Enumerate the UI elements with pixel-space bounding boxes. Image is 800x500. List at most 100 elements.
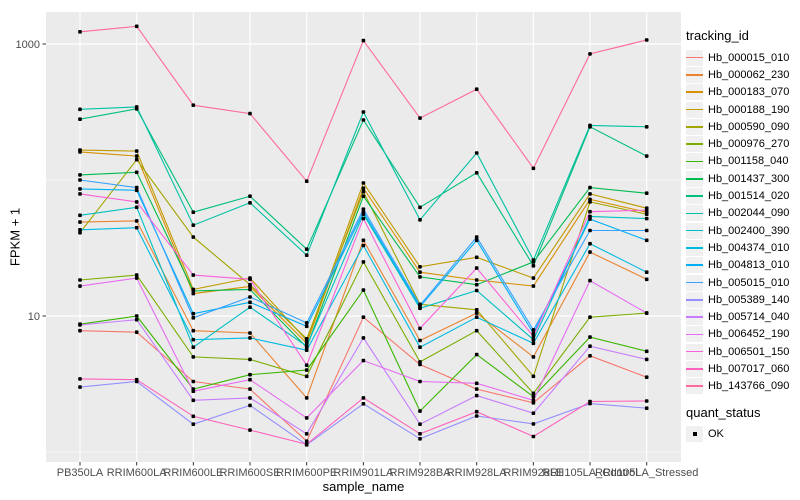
- data-point: [588, 209, 592, 214]
- legend-key: [686, 188, 703, 205]
- legend-key: [686, 49, 703, 66]
- data-point: [248, 277, 252, 282]
- data-point: [474, 282, 479, 287]
- data-point: [418, 422, 422, 426]
- data-point: [191, 103, 196, 107]
- data-point: [531, 391, 536, 396]
- legend-item-label: Hb_007017_060: [708, 362, 790, 375]
- data-point: [304, 368, 309, 372]
- data-point: [191, 398, 196, 403]
- data-point: [531, 411, 536, 415]
- legend-swatch-line: [686, 350, 703, 353]
- data-point: [134, 225, 139, 230]
- data-point: [531, 337, 536, 342]
- data-point: [644, 228, 649, 233]
- data-point: [531, 328, 536, 332]
- data-point: [474, 288, 479, 293]
- legend-swatch-line: [686, 229, 703, 232]
- legend-key: [686, 84, 703, 101]
- data-point: [304, 442, 309, 447]
- data-point: [531, 394, 536, 399]
- data-point: [78, 192, 82, 196]
- data-point: [361, 238, 366, 243]
- x-tick-label: RRIM901LA: [333, 467, 394, 479]
- data-point: [248, 282, 252, 287]
- data-point: [644, 38, 649, 42]
- data-point: [248, 287, 252, 292]
- legend-item-label: Hb_006501_150: [708, 345, 790, 358]
- legend-key: [686, 101, 703, 118]
- data-point: [304, 324, 309, 329]
- data-point: [134, 149, 139, 153]
- data-point: [361, 118, 366, 122]
- data-point: [588, 241, 592, 246]
- legend-item-Hb_004374_010: Hb_004374_010: [686, 239, 800, 256]
- data-point: [531, 258, 536, 262]
- legend-item-label: Hb_005015_010: [708, 276, 790, 289]
- legend-item-Hb_000062_230: Hb_000062_230: [686, 66, 800, 83]
- x-tick-label: PB350LA: [57, 467, 104, 479]
- legend-key: [686, 205, 703, 222]
- data-point: [248, 336, 252, 340]
- data-point: [531, 331, 536, 336]
- legend-key: [686, 326, 703, 343]
- data-point: [191, 422, 196, 426]
- data-point: [134, 170, 139, 175]
- data-point: [361, 110, 366, 114]
- legend-swatch-line: [686, 108, 703, 111]
- x-tick-label: RRII105LA_Stressed: [595, 467, 698, 479]
- data-point: [531, 355, 536, 359]
- legend-title-tracking-id: tracking_id: [686, 28, 749, 43]
- data-point: [134, 377, 139, 382]
- legend-item-label: Hb_000062_230: [708, 68, 790, 81]
- data-point: [248, 111, 252, 116]
- data-point: [361, 210, 366, 214]
- data-point: [588, 315, 592, 319]
- data-point: [78, 385, 82, 389]
- legend-key: [686, 118, 703, 135]
- data-point: [588, 123, 592, 128]
- legend-swatch-line: [686, 195, 703, 197]
- data-point: [248, 357, 252, 362]
- data-point: [191, 210, 196, 214]
- data-point: [304, 247, 309, 251]
- legend-swatch-line: [686, 177, 703, 180]
- legend-item-Hb_005389_140: Hb_005389_140: [686, 291, 800, 308]
- x-tick-label: RRIM928LE: [503, 467, 563, 479]
- legend-swatch-line: [686, 212, 703, 215]
- legend-item-Hb_000183_070: Hb_000183_070: [686, 84, 800, 101]
- data-point: [304, 374, 309, 379]
- data-point: [418, 360, 422, 364]
- data-point: [78, 328, 82, 333]
- data-point: [531, 276, 536, 280]
- data-point: [418, 432, 422, 436]
- data-point: [248, 300, 252, 305]
- data-point: [644, 270, 649, 274]
- data-point: [134, 205, 139, 210]
- legend-swatch-line: [686, 299, 703, 301]
- data-point: [248, 372, 252, 377]
- legend-key: [686, 343, 703, 360]
- data-point: [361, 260, 366, 264]
- data-point: [304, 344, 309, 348]
- data-point: [474, 387, 479, 391]
- data-point: [474, 266, 479, 270]
- data-point: [644, 399, 649, 403]
- legend-swatch-line: [686, 143, 703, 145]
- legend-swatch-line: [686, 316, 703, 318]
- legend-item-label: Hb_001158_040: [708, 155, 789, 168]
- legend-swatch-line: [686, 56, 703, 59]
- data-point: [361, 315, 366, 319]
- data-point: [191, 311, 196, 316]
- y-tick-label: 1000: [16, 39, 40, 51]
- data-point: [418, 265, 422, 269]
- legend-item-Hb_002400_390: Hb_002400_390: [686, 222, 800, 239]
- data-point: [531, 374, 536, 379]
- data-point: [531, 166, 536, 171]
- data-point: [78, 220, 82, 224]
- data-point: [304, 321, 309, 325]
- data-point: [531, 284, 536, 288]
- data-point: [588, 192, 592, 196]
- data-point: [134, 330, 139, 334]
- data-point: [644, 277, 649, 282]
